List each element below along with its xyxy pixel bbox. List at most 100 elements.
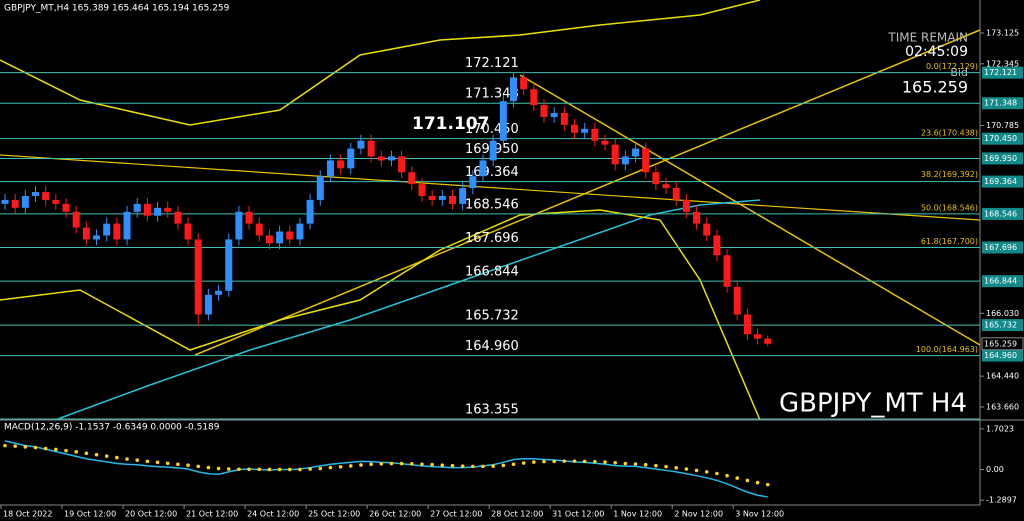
x-tick-label: 2 Nov 12:00	[674, 510, 723, 519]
signal-dot	[562, 459, 567, 463]
level-box	[982, 241, 1023, 254]
candle-body	[225, 239, 233, 291]
y-tick-label: 172.345	[986, 59, 1019, 68]
signal-dot	[267, 467, 272, 472]
signal-dot	[765, 482, 770, 487]
candle-body	[377, 156, 385, 161]
signal-dot	[603, 460, 607, 464]
x-tick-label: 21 Oct 12:00	[186, 510, 238, 519]
candle-body	[632, 148, 640, 157]
candle-body	[733, 286, 741, 315]
candle-body	[520, 77, 528, 90]
signal-dot	[64, 448, 68, 453]
x-tick-label: 26 Oct 12:00	[369, 510, 421, 519]
signal-dot	[74, 450, 78, 454]
signal-dot	[745, 478, 750, 483]
candle-body	[21, 195, 29, 208]
signal-dot	[684, 467, 689, 471]
signal-dot	[613, 461, 617, 465]
chart-title: GBPJPY_MT H4	[779, 389, 967, 419]
x-tick-label: 28 Oct 12:00	[491, 510, 543, 519]
candle-body	[32, 192, 40, 196]
candle-body	[316, 176, 324, 200]
candle-body	[581, 128, 589, 133]
candle-body	[164, 207, 172, 212]
signal-dot	[318, 466, 323, 471]
candle-body	[306, 199, 314, 224]
x-tick-label: 18 Oct 2022	[3, 510, 52, 519]
signal-dot	[84, 451, 89, 456]
candle-body	[560, 113, 568, 125]
level-box-label: 164.960	[984, 351, 1017, 360]
level-box	[982, 175, 1023, 188]
signal-dot	[582, 459, 587, 464]
candle-body	[479, 160, 487, 177]
fib-label: 0.0(172.129)	[926, 62, 978, 71]
candle-body	[286, 231, 294, 240]
y-tick-label: 163.660	[986, 402, 1019, 411]
signal-dot	[298, 467, 302, 472]
signal-dot	[501, 463, 506, 468]
signal-dot	[511, 462, 516, 467]
candle-body	[703, 223, 711, 236]
level-box	[982, 319, 1023, 332]
level-label: 172.121	[465, 56, 519, 71]
x-tick-label: 3 Nov 12:00	[735, 510, 784, 519]
fib-label: 100.0(164.963)	[916, 345, 978, 354]
time-remain: 02:45:09	[905, 44, 968, 60]
candle-body	[235, 211, 243, 240]
signal-dot	[3, 443, 7, 448]
candle-body	[276, 231, 284, 244]
x-tick-label: 20 Oct 12:00	[125, 510, 177, 519]
signal-dot	[572, 459, 577, 463]
candle-body	[652, 172, 660, 185]
candle-body	[215, 290, 223, 295]
candle-body	[113, 223, 121, 240]
candle-body	[764, 338, 772, 344]
level-box	[982, 97, 1023, 110]
level-box-label: 170.450	[984, 134, 1017, 143]
candle-body	[448, 195, 456, 204]
candle-body	[438, 195, 446, 200]
signal-dot	[359, 463, 363, 467]
signal-dot	[23, 445, 28, 449]
signal-dot	[755, 480, 760, 485]
x-tick-label: 24 Oct 12:00	[247, 510, 299, 519]
macd-title: MACD(12,26,9) -1.1537 -0.6349 0.0000 -0.…	[4, 423, 220, 433]
y-tick-label: 0.00	[986, 465, 1004, 474]
signal-dot	[257, 467, 262, 472]
macd-line	[4, 440, 768, 498]
candle-body	[367, 140, 375, 157]
signal-dot	[420, 462, 424, 467]
signal-dot	[491, 464, 495, 468]
candle-body	[489, 140, 497, 161]
level-box	[982, 152, 1023, 165]
signal-dot	[471, 464, 475, 469]
level-box-label: 166.844	[984, 277, 1017, 286]
candle-body	[265, 235, 273, 244]
candle-body	[743, 314, 751, 335]
signal-dot	[13, 444, 17, 448]
candle-body	[418, 184, 426, 196]
candle-body	[499, 101, 507, 141]
level-box-label: 169.950	[984, 154, 1017, 163]
y-tick-label: 1.7023	[986, 424, 1014, 433]
signal-dot	[226, 467, 231, 471]
candle-body	[611, 144, 619, 165]
fib-label: 50.0(168.546)	[921, 203, 978, 212]
y-tick-label: 173.125	[986, 28, 1019, 37]
signal-dot	[460, 464, 465, 468]
signal-dot	[176, 462, 180, 467]
candle-body	[682, 199, 690, 212]
candle-body	[357, 140, 365, 149]
level-label: 169.364	[465, 165, 519, 180]
candle-body	[42, 192, 50, 200]
signal-dot	[125, 457, 129, 461]
candle-body	[1, 199, 9, 204]
y-tick-label: -1.2897	[986, 496, 1017, 505]
candle-body	[510, 77, 517, 102]
signal-dot	[186, 463, 190, 467]
y-tick-label: 164.440	[986, 372, 1019, 381]
signal-dot	[593, 459, 597, 464]
candle-body	[571, 124, 579, 133]
